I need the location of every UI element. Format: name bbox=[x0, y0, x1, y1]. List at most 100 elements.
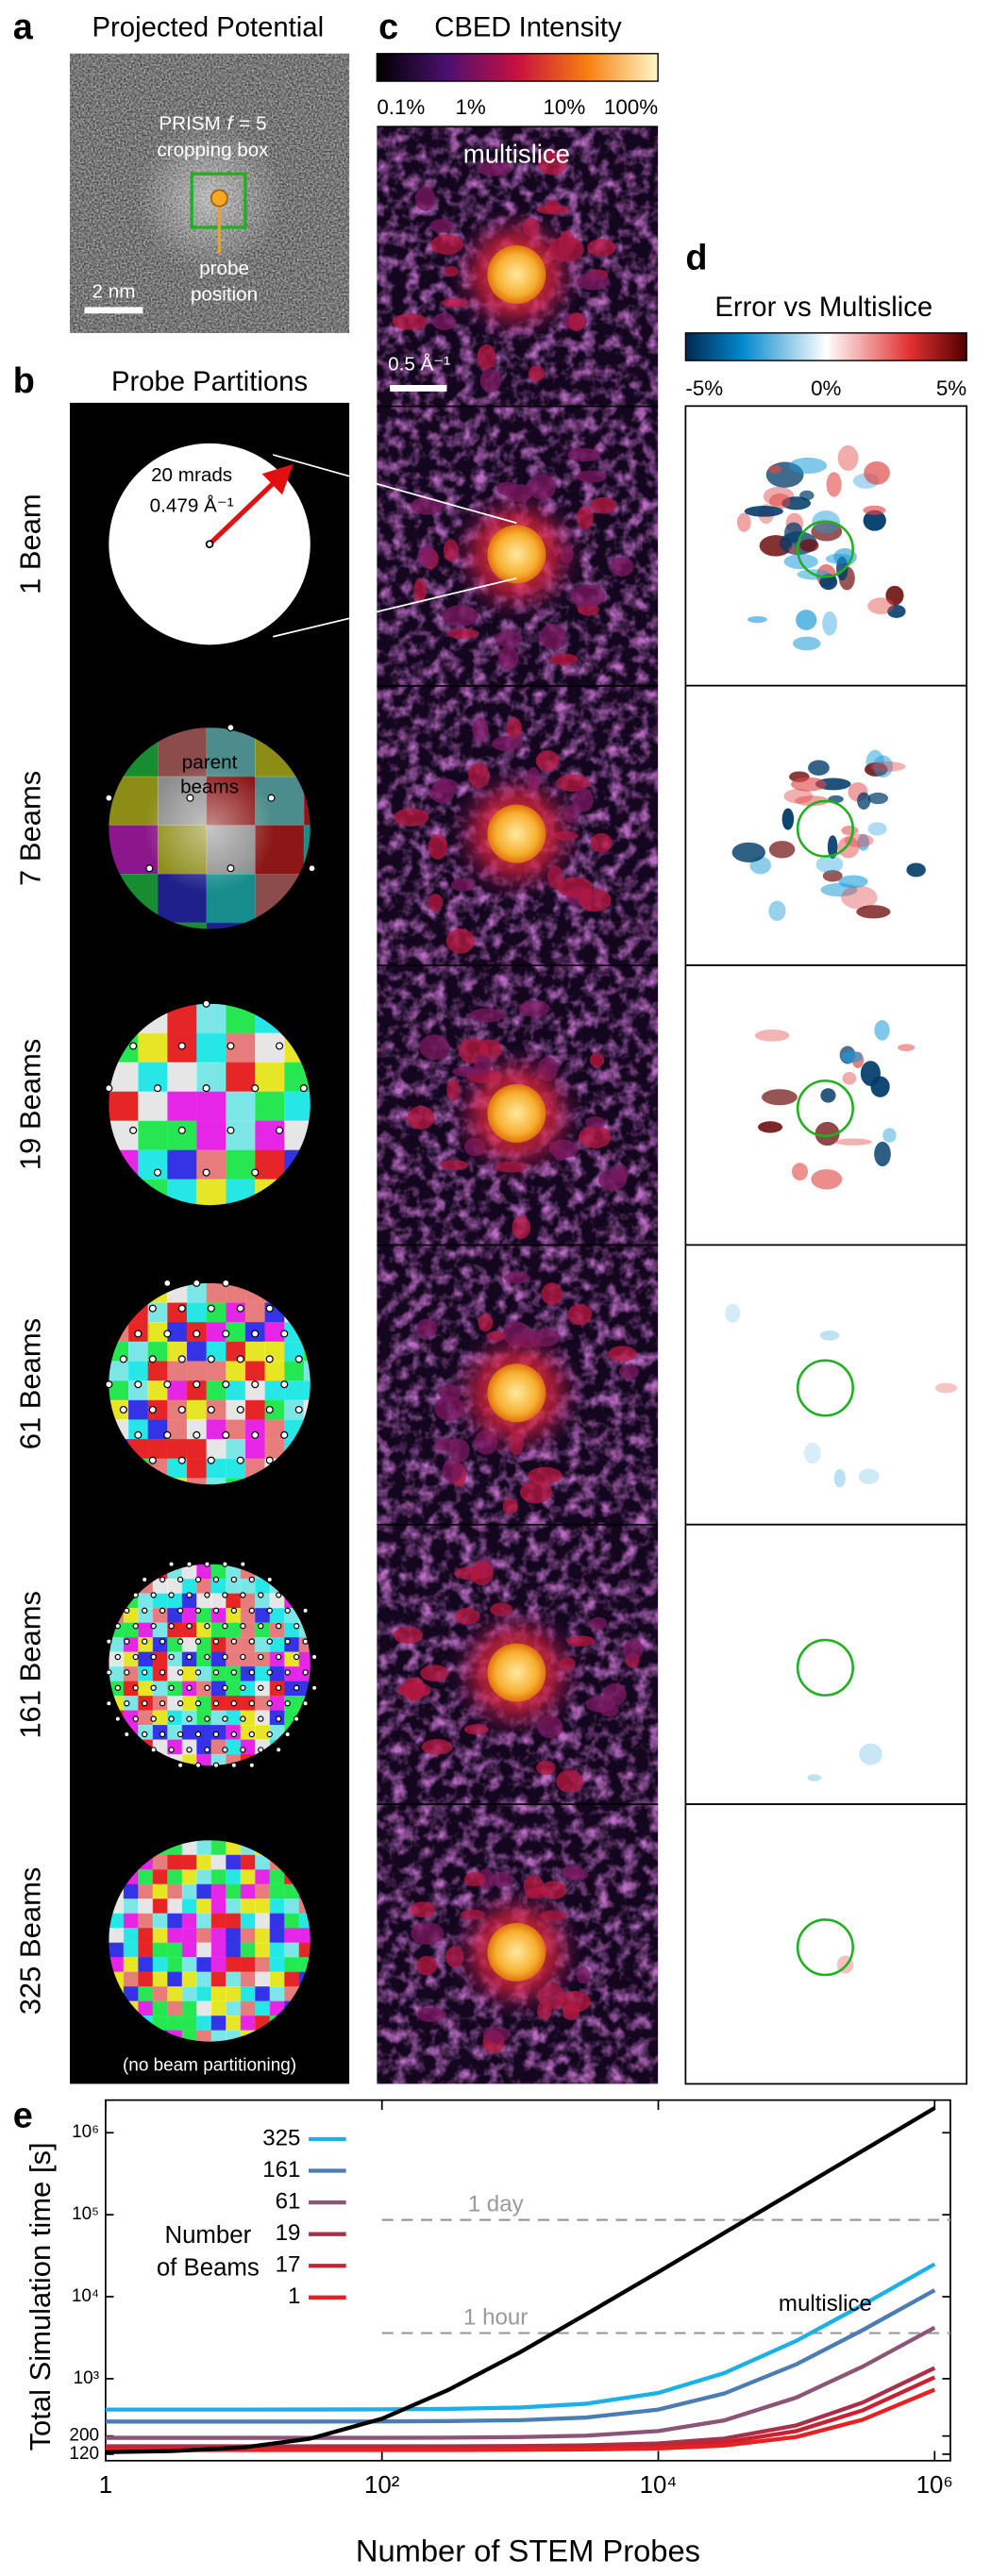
partition-cell bbox=[269, 1971, 285, 1987]
series-line bbox=[105, 2387, 936, 2452]
error-panel bbox=[684, 1244, 968, 1526]
partition-cell bbox=[152, 1928, 168, 1944]
parent-beam bbox=[222, 1747, 228, 1753]
parent-beam bbox=[276, 1592, 282, 1598]
partition-cell bbox=[109, 1361, 129, 1381]
parent-beam bbox=[258, 1592, 264, 1598]
parent-beam bbox=[186, 1684, 193, 1691]
parent-beam bbox=[193, 1380, 201, 1389]
parent-beam bbox=[168, 1715, 175, 1722]
cbed-blob bbox=[519, 1480, 553, 1504]
partition-cell bbox=[138, 1681, 154, 1697]
parent-beam bbox=[186, 1623, 193, 1630]
partition-cell bbox=[152, 1942, 168, 1958]
error-blob bbox=[758, 1121, 783, 1133]
parent-beam bbox=[302, 1700, 309, 1707]
partition-cell bbox=[138, 2000, 154, 2016]
error-blob bbox=[842, 1071, 857, 1085]
parent-beam bbox=[236, 1456, 244, 1464]
parent-beam bbox=[159, 1700, 166, 1707]
x-tick-label: 10⁴ bbox=[640, 2472, 678, 2499]
partition-cell bbox=[206, 1282, 227, 1304]
partition-cell bbox=[123, 1986, 139, 2002]
parent-beam bbox=[230, 1638, 238, 1645]
partition-cell bbox=[226, 1380, 246, 1401]
panel-d-header: d Error vs Multislice bbox=[684, 238, 967, 361]
image-columns: 0.1% 1% 10% 100% -5% 0% 5% multislice 0.5 Å⁻¹ 1 B… bbox=[14, 95, 968, 2085]
partition-cell bbox=[255, 1854, 271, 1870]
x-tick-label: 10⁶ bbox=[916, 2472, 953, 2499]
cbed-blob bbox=[512, 1215, 531, 1239]
cbed-blob bbox=[429, 218, 454, 233]
x-axis-label: Number of STEM Probes bbox=[356, 2534, 700, 2568]
partition-cell bbox=[303, 1380, 311, 1401]
partition-cell bbox=[255, 1986, 271, 2002]
partition-cell bbox=[240, 1928, 256, 1944]
parent-beam bbox=[293, 1653, 300, 1661]
cbed-blob bbox=[419, 1034, 450, 1061]
partition-cell bbox=[123, 1883, 139, 1899]
panel-label: a bbox=[13, 8, 34, 47]
partition-cell bbox=[167, 1149, 197, 1180]
row-label: 325 Beams bbox=[14, 1867, 47, 2016]
partition-cell bbox=[226, 2000, 242, 2016]
parent-beam bbox=[222, 1430, 230, 1439]
partition-cell bbox=[123, 1913, 139, 1929]
partition-cell bbox=[196, 1651, 212, 1667]
cbed-blob bbox=[549, 653, 579, 666]
series-line bbox=[105, 2106, 936, 2454]
cbed-blob bbox=[394, 808, 429, 827]
parent-beam bbox=[106, 1700, 112, 1707]
partition-cell bbox=[186, 1361, 208, 1381]
parent-beam bbox=[212, 1762, 220, 1768]
probe bbox=[210, 189, 228, 208]
partition-cell bbox=[167, 1361, 188, 1381]
partition-cell bbox=[167, 1439, 188, 1460]
partition-cell bbox=[196, 1754, 212, 1766]
partition-cell bbox=[138, 1986, 154, 2002]
error-blob bbox=[820, 1088, 836, 1103]
parent-beam bbox=[194, 1731, 202, 1738]
partition-cell bbox=[147, 1399, 168, 1420]
partition-cell bbox=[181, 1869, 197, 1885]
row-label: 7 Beams bbox=[14, 771, 47, 886]
error-blob bbox=[898, 1044, 915, 1052]
cbed-blob bbox=[407, 1106, 435, 1130]
parent-beam bbox=[159, 1731, 166, 1738]
partition-cell bbox=[255, 1579, 271, 1595]
parent-beam bbox=[142, 1731, 148, 1738]
cbed-blob bbox=[416, 1955, 438, 1976]
partition-cell bbox=[226, 1579, 242, 1595]
partition-cell bbox=[196, 1899, 212, 1915]
cbed-blob bbox=[470, 1561, 494, 1586]
partition-cell bbox=[255, 1883, 271, 1899]
partition-cell bbox=[269, 1883, 285, 1899]
error-blob bbox=[790, 777, 827, 792]
partition-cell bbox=[255, 1651, 271, 1667]
parent-beam bbox=[105, 1084, 113, 1093]
error-panel bbox=[684, 964, 968, 1246]
partition-cell bbox=[240, 2016, 256, 2032]
cbed-blob bbox=[576, 506, 594, 530]
error-blob bbox=[744, 506, 783, 517]
parent-beam bbox=[153, 1084, 162, 1093]
parent-beam bbox=[142, 1576, 148, 1583]
partition-cell bbox=[152, 1883, 168, 1899]
x-tick-label: 10² bbox=[364, 2472, 400, 2499]
parent-beam bbox=[176, 1607, 184, 1614]
parent-beam bbox=[294, 1405, 303, 1414]
parent-beam bbox=[248, 1638, 255, 1645]
partition-cell bbox=[181, 1725, 197, 1741]
partition-cell bbox=[123, 1942, 139, 1958]
partition-cell bbox=[269, 1696, 285, 1712]
parent-beam bbox=[194, 1576, 202, 1583]
error-blob bbox=[799, 490, 815, 501]
partition-cell bbox=[109, 1913, 125, 1929]
partition-cell bbox=[210, 1854, 227, 1870]
partition-cell bbox=[210, 2016, 227, 2032]
cbed-blob bbox=[528, 1466, 563, 1485]
partition-cell bbox=[167, 1869, 183, 1885]
partition-cell bbox=[181, 1986, 197, 2002]
error-blob bbox=[789, 457, 828, 475]
cbed-blob bbox=[490, 1872, 513, 1887]
